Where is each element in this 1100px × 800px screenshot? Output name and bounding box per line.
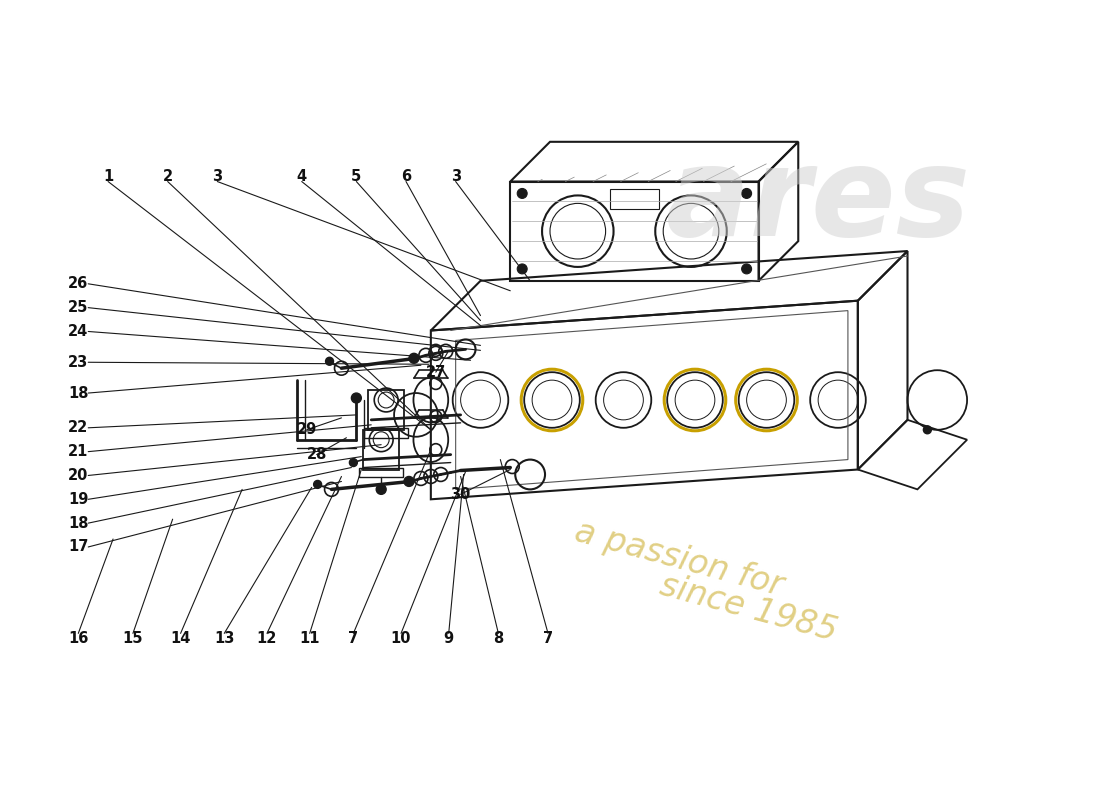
Circle shape bbox=[350, 458, 358, 466]
Text: 17: 17 bbox=[68, 539, 88, 554]
Text: 22: 22 bbox=[68, 420, 88, 435]
Text: 16: 16 bbox=[68, 631, 88, 646]
Text: ares: ares bbox=[666, 141, 970, 262]
Text: 27: 27 bbox=[426, 365, 446, 380]
Text: 7: 7 bbox=[349, 631, 359, 646]
Text: 2: 2 bbox=[163, 169, 173, 184]
Text: 6: 6 bbox=[400, 169, 411, 184]
Circle shape bbox=[741, 264, 751, 274]
Text: since 1985: since 1985 bbox=[657, 569, 840, 648]
Text: 30: 30 bbox=[450, 487, 471, 502]
Circle shape bbox=[741, 189, 751, 198]
Circle shape bbox=[351, 393, 361, 403]
Text: a passion for: a passion for bbox=[571, 515, 788, 602]
Text: 18: 18 bbox=[68, 516, 88, 530]
Text: 18: 18 bbox=[68, 386, 88, 401]
Text: 29: 29 bbox=[297, 422, 317, 438]
Text: 24: 24 bbox=[68, 324, 88, 339]
Text: 8: 8 bbox=[493, 631, 504, 646]
Bar bbox=[609, 190, 659, 210]
Text: 25: 25 bbox=[68, 300, 88, 315]
Text: 3: 3 bbox=[451, 169, 461, 184]
Circle shape bbox=[517, 264, 527, 274]
Text: 11: 11 bbox=[299, 631, 320, 646]
Text: 19: 19 bbox=[68, 492, 88, 507]
Text: 26: 26 bbox=[68, 276, 88, 291]
Text: 28: 28 bbox=[307, 447, 327, 462]
Circle shape bbox=[409, 354, 419, 363]
Text: 9: 9 bbox=[443, 631, 454, 646]
Text: 13: 13 bbox=[214, 631, 234, 646]
Text: 20: 20 bbox=[68, 468, 88, 483]
Circle shape bbox=[517, 189, 527, 198]
Text: 1: 1 bbox=[103, 169, 113, 184]
Text: 5: 5 bbox=[351, 169, 362, 184]
Text: 10: 10 bbox=[390, 631, 411, 646]
Text: 21: 21 bbox=[68, 444, 88, 459]
Text: 15: 15 bbox=[123, 631, 143, 646]
Circle shape bbox=[326, 358, 333, 366]
Circle shape bbox=[404, 477, 414, 486]
Circle shape bbox=[376, 485, 386, 494]
Text: 7: 7 bbox=[543, 631, 553, 646]
Text: 3: 3 bbox=[212, 169, 222, 184]
Text: 14: 14 bbox=[170, 631, 190, 646]
Circle shape bbox=[923, 426, 932, 434]
Text: 12: 12 bbox=[256, 631, 277, 646]
Text: 4: 4 bbox=[297, 169, 307, 184]
Text: 23: 23 bbox=[68, 354, 88, 370]
Circle shape bbox=[314, 481, 321, 488]
